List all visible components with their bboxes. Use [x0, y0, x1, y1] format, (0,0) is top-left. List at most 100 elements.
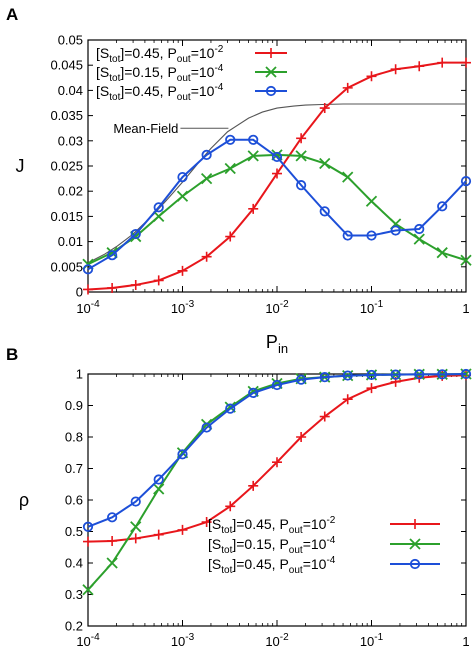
y-tick-label-b-5: 0.7 [65, 461, 83, 476]
y-tick-label-b-0: 0.2 [65, 619, 83, 634]
data-point-a-2-12 [366, 230, 377, 241]
data-point-b-2-13 [390, 369, 401, 380]
data-point-a-0-10 [319, 103, 330, 114]
legend-swatch-marker-a-0 [266, 48, 276, 58]
data-point-a-1-14 [413, 233, 425, 245]
data-point-a-2-15 [437, 201, 448, 212]
data-point-b-2-1 [107, 512, 118, 523]
legend-swatch-marker-a-2 [265, 85, 277, 97]
data-point-a-2-13 [390, 225, 401, 236]
x-tick-label-a-2: 10-2 [265, 299, 289, 316]
data-point-b-0-1 [107, 535, 118, 546]
data-point-b-2-4 [177, 449, 188, 460]
data-point-b-2-10 [319, 372, 330, 383]
data-point-b-1-2 [130, 521, 142, 533]
data-point-a-1-11 [342, 171, 354, 183]
x-tick-label-a-3: 10-1 [360, 299, 384, 316]
x-tick-label-b-1: 10-3 [171, 632, 195, 649]
data-point-a-0-0 [83, 284, 93, 295]
data-point-b-2-11 [342, 370, 353, 381]
x-tick-label-b-4: 1 [462, 634, 469, 649]
data-point-a-0-8 [272, 168, 282, 179]
data-point-a-0-4 [177, 265, 188, 276]
series-b-2 [82, 368, 472, 532]
panel-b: B 0.2 0.3 0.4 0.5 0.6 0.7 0.8 0.9 1 10-4 10-3 10-2 10… [6, 345, 472, 649]
y-tick-label-a-5: 0.025 [50, 159, 83, 174]
data-point-a-2-1 [107, 250, 118, 261]
x-tick-label-b-3: 10-1 [360, 632, 384, 649]
mean-field-curve [87, 103, 466, 264]
x-tick-label-b-2: 10-2 [265, 632, 289, 649]
data-point-b-0-7 [248, 480, 259, 491]
y-tick-label-b-6: 0.8 [65, 430, 83, 445]
data-point-a-0-12 [366, 71, 377, 82]
plot-frame-b [87, 373, 467, 627]
series-a-2 [82, 134, 472, 275]
data-point-a-1-3 [153, 210, 165, 223]
legend-label-b-1: [Stot]=0.15, Pout=10-4 [208, 535, 336, 556]
data-point-a-0-1 [107, 282, 118, 293]
data-point-b-0-10 [319, 411, 330, 422]
data-point-b-2-6 [225, 403, 236, 414]
y-tick-label-b-3: 0.5 [65, 524, 83, 539]
data-point-a-2-10 [319, 206, 330, 217]
data-point-b-0-2 [130, 533, 141, 544]
x-tick-label-a-4: 1 [462, 301, 469, 316]
y-tick-label-a-3: 0.015 [50, 209, 83, 224]
data-point-a-2-16 [460, 176, 472, 187]
legend-label-a-2: [Stot]=0.45, Pout=10-4 [96, 82, 224, 103]
y-tick-label-b-2: 0.4 [65, 556, 83, 571]
data-point-b-2-5 [201, 422, 212, 433]
data-point-a-0-2 [130, 279, 141, 290]
data-point-b-2-14 [414, 369, 425, 380]
x-tick-label-a-0: 10-4 [76, 299, 100, 316]
legend-b: [Stot]=0.45, Pout=10-2[Stot]=0.15, Pout=… [208, 515, 440, 576]
data-point-b-0-3 [153, 529, 164, 540]
legend-swatch-marker-b-1 [409, 538, 421, 550]
data-point-a-1-4 [176, 190, 189, 202]
y-tick-label-b-4: 0.6 [65, 493, 83, 508]
x-axis-label-a: Pin [266, 332, 288, 356]
mean-field-label: Mean-Field [113, 121, 178, 136]
data-point-a-1-7 [247, 150, 259, 162]
data-point-a-0-6 [225, 231, 236, 242]
data-point-a-2-4 [177, 171, 188, 183]
y-tick-label-a-6: 0.03 [58, 133, 83, 148]
data-point-a-0-13 [390, 64, 401, 75]
data-point-a-0-11 [342, 82, 353, 93]
y-axis-label-a: J [16, 156, 25, 176]
data-point-b-2-3 [153, 474, 164, 485]
data-point-a-0-5 [201, 251, 212, 262]
legend-swatch-marker-b-0 [410, 519, 420, 529]
data-point-b-0-9 [296, 432, 307, 442]
data-point-a-2-0 [82, 264, 94, 275]
data-point-a-2-9 [296, 180, 307, 191]
data-point-a-1-9 [295, 150, 307, 162]
data-point-b-1-1 [106, 557, 118, 569]
x-tick-label-b-0: 10-4 [76, 632, 100, 649]
panel-a: A 0 0.005 0.01 0.015 0.02 0.025 0.03 0.035 0.04 0.… [6, 5, 472, 356]
panel-letter-a: A [6, 5, 18, 24]
data-point-b-0-11 [342, 394, 353, 405]
data-point-a-1-12 [365, 195, 378, 207]
y-tick-label-b-7: 0.9 [65, 398, 83, 413]
data-point-b-2-0 [82, 521, 94, 532]
legend-label-b-2: [Stot]=0.45, Pout=10-4 [208, 555, 336, 576]
series-line-b-2 [87, 373, 467, 528]
data-point-b-2-8 [271, 379, 283, 391]
y-tick-label-a-2: 0.01 [58, 234, 83, 249]
data-point-a-1-5 [200, 172, 213, 185]
data-point-a-2-7 [248, 134, 259, 145]
data-point-b-0-4 [177, 524, 188, 535]
y-tick-label-a-1: 0.005 [50, 259, 83, 274]
series-a-0 [83, 57, 471, 295]
y-tick-label-a-9: 0.045 [50, 58, 83, 73]
legend-label-b-0: [Stot]=0.45, Pout=10-2 [208, 515, 336, 536]
x-tick-label-a-1: 10-3 [171, 299, 195, 316]
data-point-b-2-16 [460, 368, 472, 380]
y-tick-label-a-0: 0 [76, 285, 83, 300]
data-point-a-1-6 [224, 162, 236, 175]
data-point-a-1-16 [460, 254, 472, 266]
data-point-a-0-14 [414, 61, 425, 72]
